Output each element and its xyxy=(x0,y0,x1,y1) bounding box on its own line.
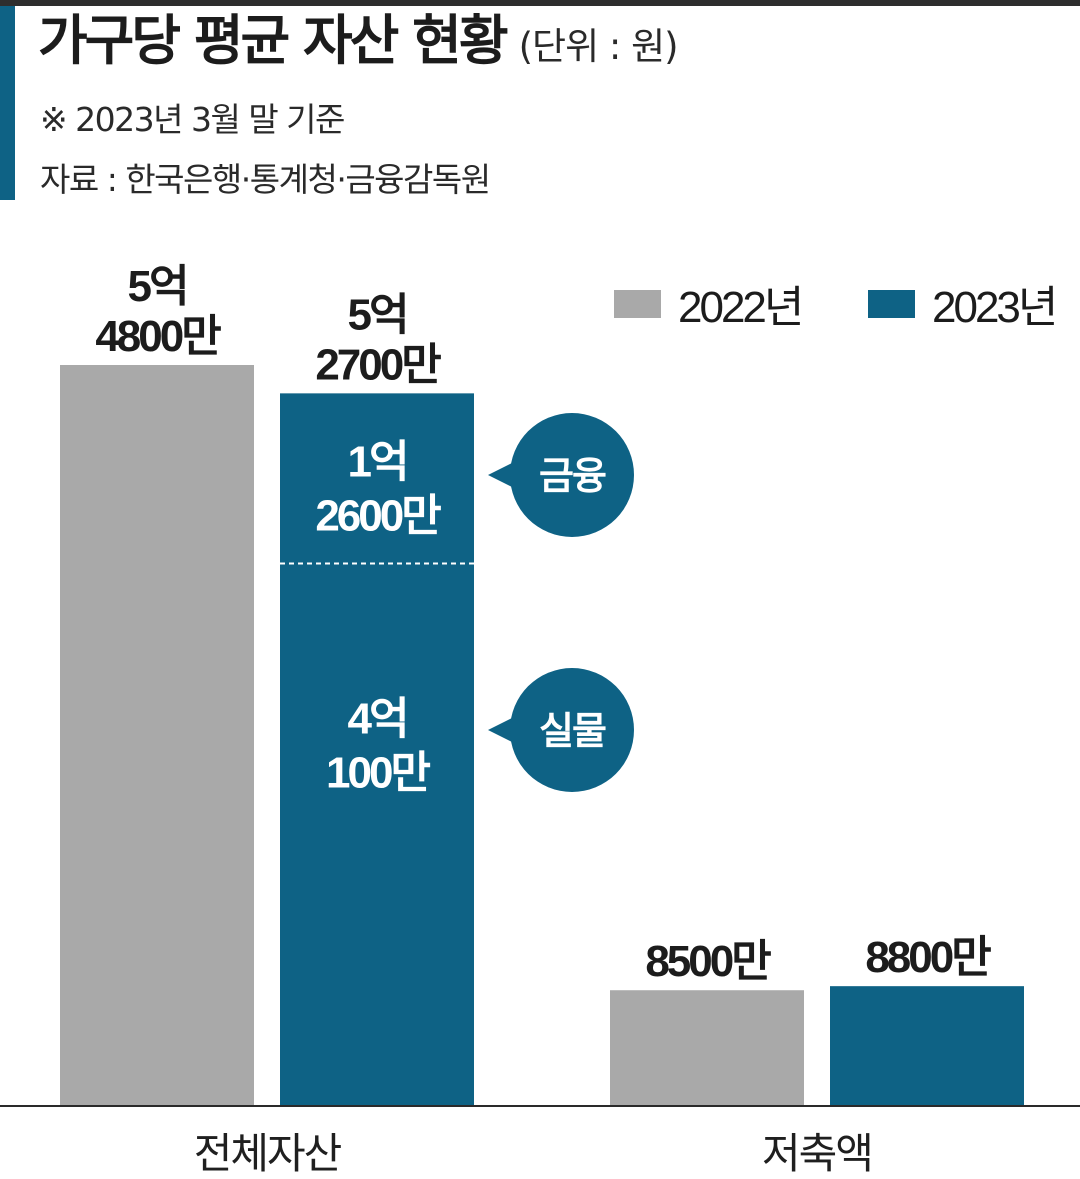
segment-label-financial: 1억 xyxy=(348,437,407,486)
bar-value-label: 5억 xyxy=(128,262,187,311)
source-note: 자료 : 한국은행·통계청·금융감독원 xyxy=(40,160,491,199)
bubble-financial-label: 금융 xyxy=(539,454,606,498)
bar-value-label: 5억 xyxy=(348,290,407,339)
category-label: 전체자산 xyxy=(194,1129,342,1178)
bubble-financial xyxy=(510,413,634,537)
legend-swatch xyxy=(868,290,915,318)
bar-value-label: 2700만 xyxy=(315,340,441,389)
segment-label-financial: 2600만 xyxy=(315,491,441,540)
legend-swatch xyxy=(614,290,661,318)
top-strip xyxy=(0,0,1080,6)
legend-label: 2023년 xyxy=(932,283,1055,332)
accent-bar xyxy=(0,6,15,200)
bar-value-label: 8800만 xyxy=(865,933,991,982)
bubble-financial-pointer xyxy=(488,461,516,489)
category-label: 저축액 xyxy=(762,1129,872,1178)
bar-1-1 xyxy=(830,986,1024,1105)
bubble-physical-pointer xyxy=(488,716,516,744)
bubble-physical-label: 실물 xyxy=(539,709,606,753)
bar-value-label: 4800만 xyxy=(95,312,221,361)
bar-value-label: 8500만 xyxy=(645,937,771,986)
date-note: ※ 2023년 3월 말 기준 xyxy=(40,100,345,139)
title-text: 가구당 평균 자산 현황 xyxy=(38,9,509,72)
unit-note: (단위 : 원) xyxy=(518,25,679,68)
chart-title: 가구당 평균 자산 현황 (단위 : 원) xyxy=(38,14,679,68)
legend-label: 2022년 xyxy=(678,283,801,332)
bubble-physical xyxy=(510,668,634,792)
bar-0-0 xyxy=(60,365,254,1105)
bar-1-0 xyxy=(610,990,804,1105)
bar-0-1 xyxy=(280,393,474,1105)
segment-label-physical: 100만 xyxy=(326,749,430,798)
segment-label-physical: 4억 xyxy=(348,695,407,744)
